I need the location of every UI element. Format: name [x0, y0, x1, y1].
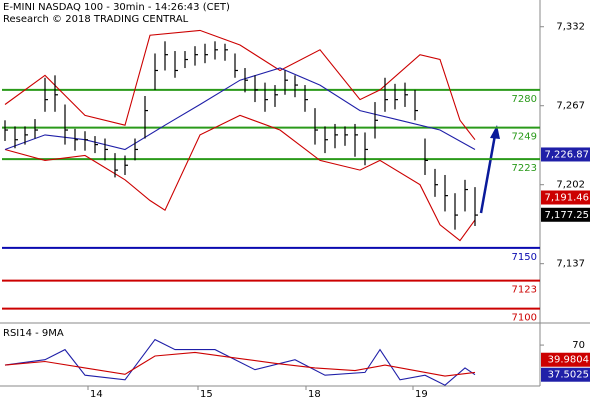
- value-box: [541, 367, 590, 382]
- level-label: 7123: [512, 285, 537, 296]
- x-tick-label: 15: [200, 389, 213, 400]
- rsi-title: RSI14 - 9MA: [3, 328, 64, 339]
- level-label: 7100: [512, 313, 537, 324]
- value-box-label: 37.5025: [548, 370, 589, 381]
- chart-subtitle: Research © 2018 TRADING CENTRAL: [3, 14, 189, 25]
- value-box: [541, 147, 590, 162]
- level-label: 7280: [512, 94, 537, 105]
- x-tick-label: 19: [415, 389, 428, 400]
- y-tick-label: 7,137: [556, 259, 585, 270]
- rsi-line: [4, 351, 476, 377]
- value-box-label: 7,177.25: [544, 210, 589, 221]
- y-tick-label: 7,332: [556, 22, 585, 33]
- overlay-line: [4, 29, 476, 141]
- x-tick-label: 18: [308, 389, 321, 400]
- value-box: [541, 207, 590, 222]
- y-tick-label: 7,202: [556, 180, 585, 191]
- value-box-label: 7,226.87: [544, 149, 589, 160]
- y-tick-label: 70: [572, 340, 585, 351]
- value-box: [541, 190, 590, 205]
- level-label: 7150: [512, 252, 537, 263]
- level-label: 7223: [512, 163, 537, 174]
- overlay-line: [4, 114, 476, 242]
- rsi-line: [4, 338, 476, 386]
- level-label: 7249: [512, 132, 537, 143]
- arrow-shaft: [479, 134, 497, 214]
- value-box: [541, 352, 590, 367]
- x-tick-label: 14: [90, 389, 103, 400]
- y-tick-label: 7,267: [556, 101, 585, 112]
- chart-title: E-MINI NASDAQ 100 - 30min - 14:26:43 (CE…: [3, 2, 230, 13]
- value-box-label: 7,191.46: [544, 193, 589, 204]
- value-box-label: 39.9804: [548, 355, 589, 366]
